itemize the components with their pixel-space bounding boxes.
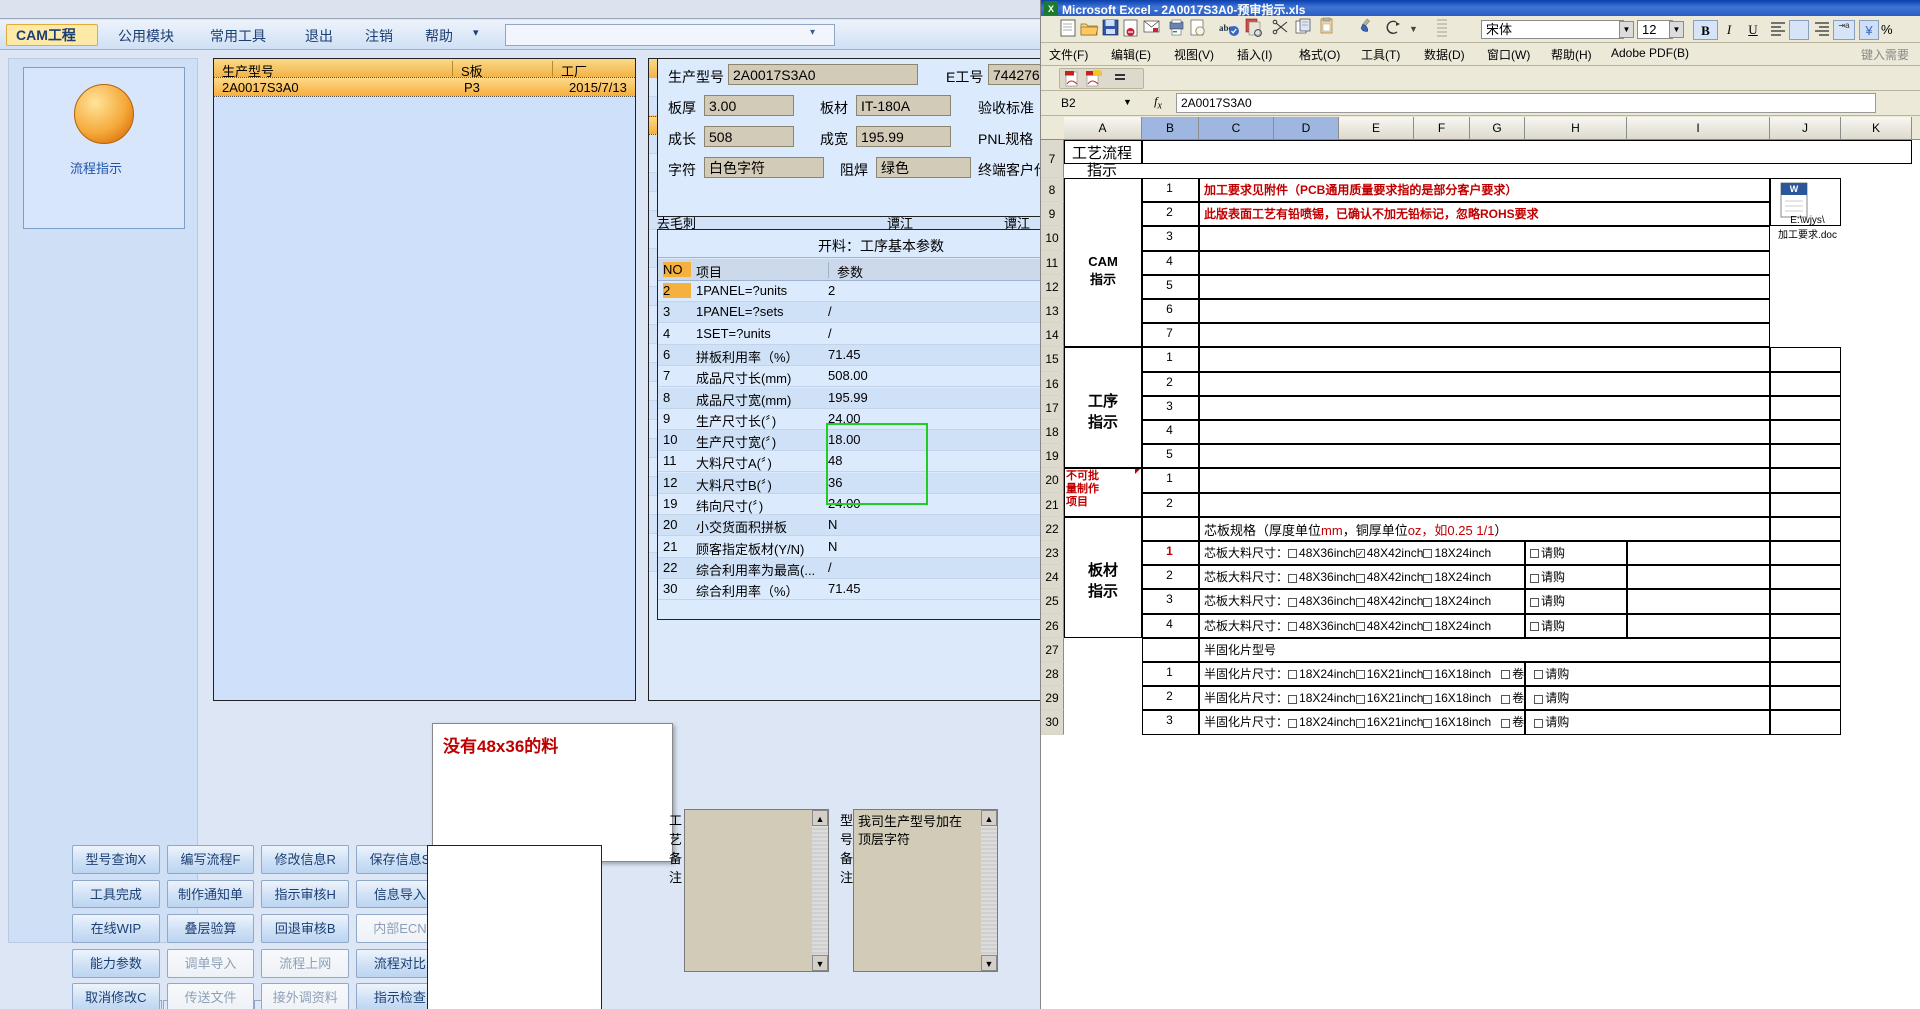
svg-text:W: W: [1790, 184, 1799, 194]
svg-text:X: X: [1048, 4, 1054, 14]
